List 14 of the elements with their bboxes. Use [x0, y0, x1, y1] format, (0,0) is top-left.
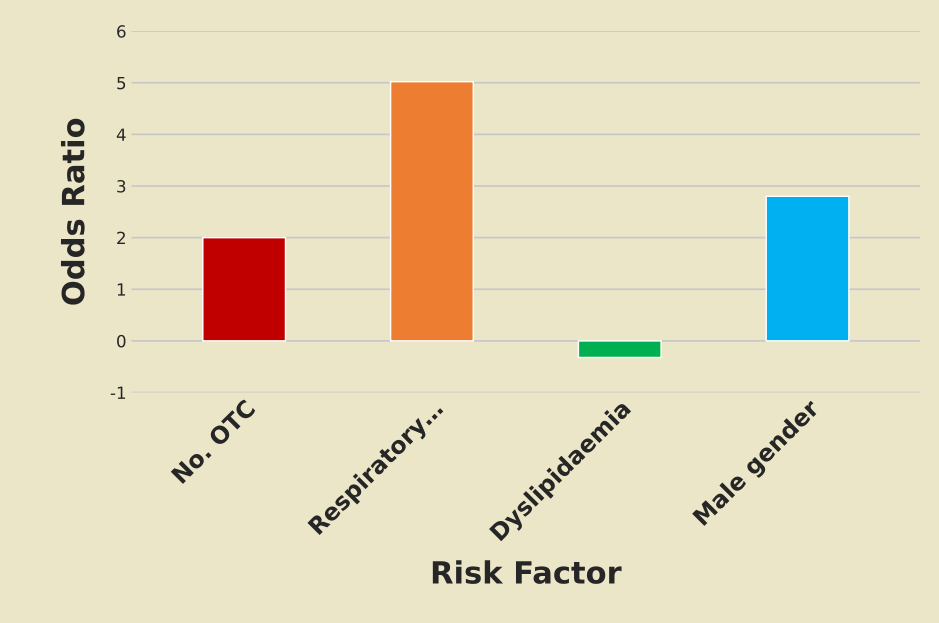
y-tick-label: 6 [117, 25, 126, 38]
bar [766, 196, 850, 342]
bar [390, 81, 474, 342]
y-tick-label: 0 [117, 334, 126, 348]
y-tick-label: 2 [117, 232, 125, 244]
bar [578, 340, 662, 358]
y-tick-label: 5 [117, 76, 126, 90]
y-tick-label: 1 [118, 283, 126, 296]
y-axis-title: Odds Ratio [60, 118, 85, 305]
y-tick-label: 4 [116, 128, 126, 141]
bar [202, 236, 286, 342]
y-tick-label: -1 [110, 386, 126, 399]
y-tick-label: 3 [117, 180, 126, 193]
x-axis-title: Risk Factor [432, 560, 622, 584]
